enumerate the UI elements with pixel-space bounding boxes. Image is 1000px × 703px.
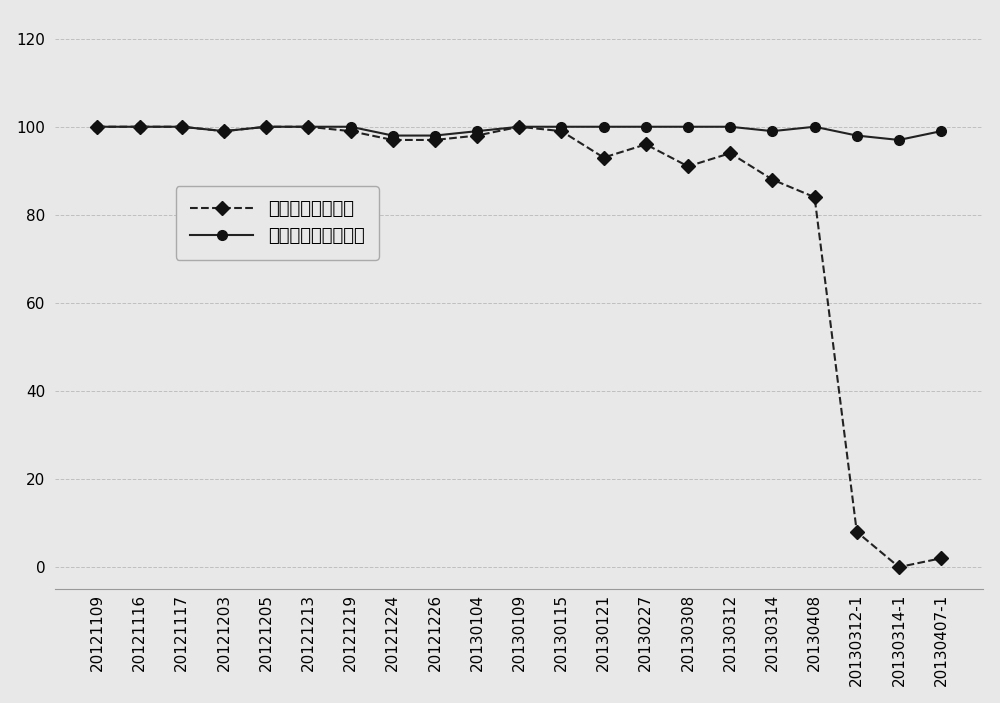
标准样品参数标准化	[513, 122, 525, 131]
标准样品参数标准化	[724, 122, 736, 131]
训练集参数标准化	[682, 162, 694, 171]
训练集参数标准化	[893, 563, 905, 572]
标准样品参数标准化	[893, 136, 905, 144]
训练集参数标准化	[91, 122, 103, 131]
训练集参数标准化	[724, 149, 736, 157]
标准样品参数标准化	[134, 122, 146, 131]
训练集参数标准化	[387, 136, 399, 144]
标准样品参数标准化	[429, 131, 441, 140]
训练集参数标准化	[302, 122, 314, 131]
标准样品参数标准化	[598, 122, 610, 131]
标准样品参数标准化	[640, 122, 652, 131]
标准样品参数标准化	[766, 127, 778, 136]
标准样品参数标准化	[555, 122, 567, 131]
标准样品参数标准化	[471, 127, 483, 136]
训练集参数标准化	[809, 193, 821, 202]
标准样品参数标准化	[851, 131, 863, 140]
标准样品参数标准化	[176, 122, 188, 131]
训练集参数标准化	[260, 122, 272, 131]
训练集参数标准化	[134, 122, 146, 131]
标准样品参数标准化	[91, 122, 103, 131]
标准样品参数标准化	[218, 127, 230, 136]
标准样品参数标准化	[809, 122, 821, 131]
训练集参数标准化	[176, 122, 188, 131]
Line: 标准样品参数标准化: 标准样品参数标准化	[93, 122, 946, 145]
训练集参数标准化	[555, 127, 567, 136]
标准样品参数标准化	[387, 131, 399, 140]
训练集参数标准化	[598, 153, 610, 162]
标准样品参数标准化	[260, 122, 272, 131]
Line: 训练集参数标准化: 训练集参数标准化	[93, 122, 946, 572]
标准样品参数标准化	[302, 122, 314, 131]
Legend: 训练集参数标准化, 标准样品参数标准化: 训练集参数标准化, 标准样品参数标准化	[176, 186, 379, 260]
训练集参数标准化	[471, 131, 483, 140]
标准样品参数标准化	[682, 122, 694, 131]
训练集参数标准化	[345, 127, 357, 136]
训练集参数标准化	[429, 136, 441, 144]
训练集参数标准化	[935, 554, 947, 562]
训练集参数标准化	[766, 175, 778, 183]
训练集参数标准化	[640, 140, 652, 148]
标准样品参数标准化	[935, 127, 947, 136]
训练集参数标准化	[218, 127, 230, 136]
训练集参数标准化	[851, 528, 863, 536]
训练集参数标准化	[513, 122, 525, 131]
标准样品参数标准化	[345, 122, 357, 131]
